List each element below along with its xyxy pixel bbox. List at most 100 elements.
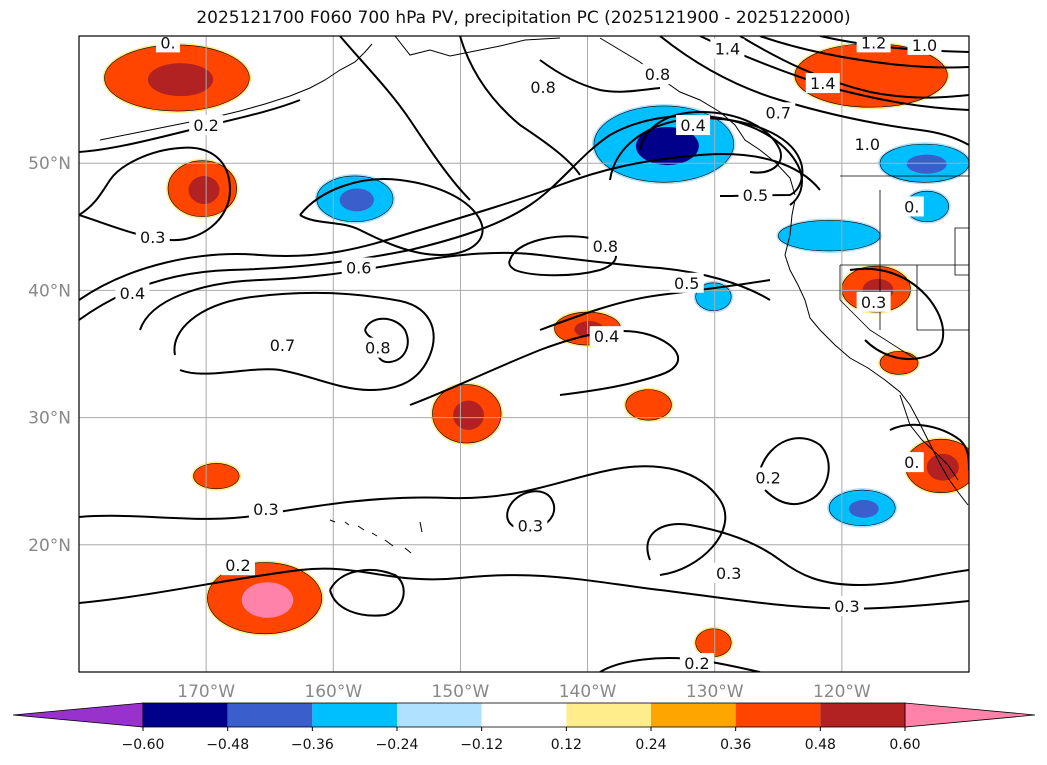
lon-tick-label: 140°W xyxy=(559,682,617,702)
political-borders xyxy=(839,175,969,361)
lon-tick-label: 170°W xyxy=(177,682,235,702)
precip-region-gulf-alaska-neg xyxy=(591,103,736,185)
contour-label-bg xyxy=(711,562,746,583)
contour-label-bg xyxy=(341,257,376,278)
pv-contour-0.2-east xyxy=(759,437,830,506)
contour-label: 0.4 xyxy=(594,327,619,346)
contour-label: 1.4 xyxy=(810,74,835,93)
colorbar-extend-low xyxy=(12,702,144,728)
colorbar-segment xyxy=(820,703,905,727)
state-borders xyxy=(839,190,969,361)
contour-label: 0.7 xyxy=(270,336,295,355)
contour-label-bg xyxy=(751,467,786,488)
colorbar-tick-label: 0.24 xyxy=(635,737,666,753)
contour-label: 0.7 xyxy=(766,103,791,122)
pv-contour-0.4 xyxy=(79,114,803,321)
pv-contour-0.3-ring xyxy=(506,490,555,532)
contour-label-bg xyxy=(710,38,745,59)
contour-label-bg xyxy=(189,115,224,136)
precip-region-central-pacific-neg xyxy=(314,173,396,224)
contour-label: 0.3 xyxy=(834,597,859,616)
precip-region-south-neg xyxy=(827,488,898,528)
pv-contour-0.4-north xyxy=(299,178,484,257)
colorbar-tick-label: −0.12 xyxy=(460,737,503,753)
precip-core xyxy=(188,176,220,205)
baja-coast xyxy=(899,394,959,481)
contour-label-bg xyxy=(640,64,675,85)
colorbar-tick-label: −0.60 xyxy=(122,737,165,753)
colorbar-segment xyxy=(397,703,482,727)
contour-label: 0.3 xyxy=(716,564,741,583)
contour-label: 0.8 xyxy=(530,78,555,97)
contour-label: 1.0 xyxy=(912,36,937,55)
pv-contour-1.4 xyxy=(739,36,969,99)
pv-contour-0.5-south xyxy=(539,279,771,331)
longitude-labels: 170°W 160°W 150°W 140°W 130°W 120°W xyxy=(177,682,871,702)
contour-label: 0.2 xyxy=(755,468,780,487)
colorbar-extend-high xyxy=(904,702,1036,728)
colorbar-segment xyxy=(312,703,397,727)
contour-label: 0. xyxy=(904,453,919,472)
contour-label-bg xyxy=(899,196,924,217)
colorbar-tick-label: 0.36 xyxy=(720,737,751,753)
pv-contour-0.6 xyxy=(139,251,771,331)
contour-labels: 1.4 1.2 1.0 0.8 0.8 1.4 0.7 1.0 0.2 0.4 0.5 0.3 0.8 0… xyxy=(115,33,942,672)
contour-label-bg xyxy=(829,595,864,616)
contour-label: 1.4 xyxy=(715,40,740,59)
contour-label-bg xyxy=(738,185,773,205)
contour-label: 0.4 xyxy=(680,116,705,135)
precip-core xyxy=(848,499,879,518)
contour-label-bg xyxy=(856,36,891,53)
contour-label-bg xyxy=(589,326,624,347)
pv-contour-0.3-mid xyxy=(79,465,727,576)
contour-label-bg xyxy=(526,76,561,97)
pv-contour-0.3-rockies xyxy=(849,267,945,360)
contour-label: 0.4 xyxy=(120,284,145,303)
contour-label: 0.5 xyxy=(743,186,768,205)
contour-label-bg xyxy=(899,452,924,473)
pv-contour-0.8-ring xyxy=(508,235,617,277)
contour-label-bg xyxy=(856,291,891,312)
lat-tick-label: 20°N xyxy=(28,536,71,556)
contour-label-bg xyxy=(115,282,150,303)
precip-core xyxy=(339,188,374,212)
pv-contour-0.8-alaska xyxy=(539,59,661,93)
pv-contour-0.3-west xyxy=(79,153,821,301)
pv-contour-0.4-south xyxy=(409,329,680,406)
colorbar-segment xyxy=(651,703,736,727)
precip-region-oregon-neg xyxy=(776,218,883,253)
precip-core xyxy=(147,63,214,97)
coastlines xyxy=(99,36,969,554)
lat-tick-label: 40°N xyxy=(28,281,71,301)
precip-core xyxy=(453,400,484,430)
contour-label: 0.8 xyxy=(365,339,390,358)
hawaii-islands xyxy=(329,519,423,554)
contour-label-bg xyxy=(360,337,395,358)
pv-contour-1.0 xyxy=(659,36,969,146)
colorbar-tick-label: 0.48 xyxy=(805,737,836,753)
contour-label: 0.2 xyxy=(193,116,218,135)
pv-contour-0.3-bottom xyxy=(329,569,405,617)
colorbar-tick-label: 0.60 xyxy=(889,737,920,753)
precip-fill xyxy=(777,220,881,252)
contour-label: 1.2 xyxy=(861,33,886,52)
chart-title: 2025121700 F060 700 hPa PV, precipitatio… xyxy=(196,8,851,28)
contour-label-bg xyxy=(805,73,840,94)
contour-label-bg xyxy=(679,653,714,672)
contour-label-bg xyxy=(676,115,711,136)
pv-contour-0.7 xyxy=(173,291,435,392)
precip-fill xyxy=(625,389,672,421)
contour-label-bg xyxy=(248,499,283,520)
contour-label: 0. xyxy=(904,197,919,216)
pv-contour-1.4-north xyxy=(759,36,969,69)
colorbar: −0.60 −0.48 −0.36 −0.24 −0.12 0.12 0.24 0.36 0.4… xyxy=(12,702,1036,753)
colorbar-segment xyxy=(143,703,228,727)
contour-label-bg xyxy=(156,36,180,53)
precip-core xyxy=(926,453,959,481)
contour-label-bg xyxy=(135,226,170,247)
contour-label: 0.2 xyxy=(225,556,250,575)
precip-region-west-small-pos xyxy=(191,461,242,491)
lon-tick-label: 150°W xyxy=(432,682,490,702)
pv-contour-0.8-north xyxy=(459,36,581,176)
precip-core xyxy=(241,582,294,618)
